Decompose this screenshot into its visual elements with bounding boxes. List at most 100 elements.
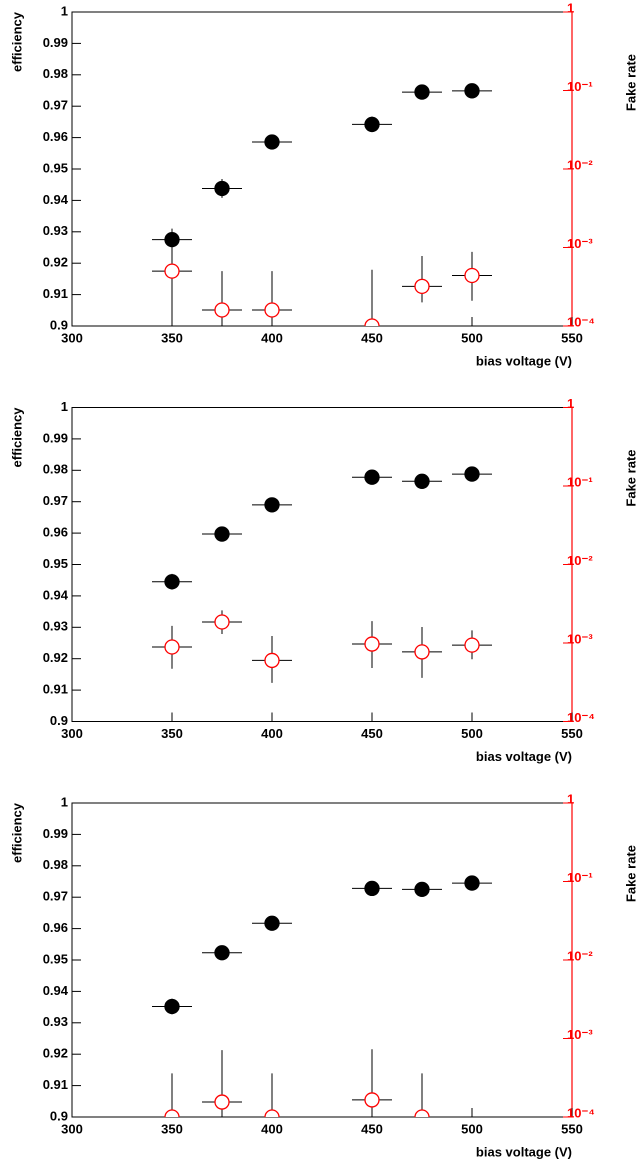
y-tick-label: 0.94 — [43, 983, 69, 998]
x-tick-label: 550 — [561, 330, 583, 345]
y-tick-label: 0.98 — [43, 66, 68, 81]
y2-tick-label: 1 — [567, 396, 574, 411]
y-axis-title: efficiency — [9, 802, 24, 863]
data-point — [264, 652, 280, 669]
data-point — [264, 302, 280, 318]
y-tick-label: 0.91 — [43, 286, 68, 301]
data-point — [214, 614, 230, 630]
y-tick-label: 1 — [61, 3, 68, 18]
x-tick-label: 550 — [561, 726, 583, 741]
data-point — [214, 180, 230, 197]
x-tick-label: 500 — [461, 726, 483, 741]
y2-tick-label: 10⁻¹ — [567, 474, 593, 489]
y-tick-label: 1 — [61, 794, 68, 809]
y2-tick-label: 1 — [567, 0, 574, 15]
y2-tick-label: 10⁻² — [567, 157, 593, 172]
chart-panel: 300 350 400 450 500 550 0.9 0.91 0.92 0.93 0.94 0.9… — [9, 396, 638, 764]
data-point — [264, 134, 280, 150]
x-tick-label: 450 — [361, 1121, 383, 1136]
data-point — [414, 84, 430, 100]
x-tick-label: 500 — [461, 330, 483, 345]
data-point — [364, 1092, 380, 1108]
y-tick-label: 0.93 — [43, 1014, 68, 1029]
y-tick-label: 0.93 — [43, 223, 68, 238]
data-point — [464, 83, 480, 99]
x-tick-label: 300 — [61, 726, 83, 741]
y-tick-label: 0.97 — [43, 493, 68, 508]
y-tick-label: 0.9 — [50, 317, 68, 332]
data-point — [364, 636, 380, 652]
data-layer — [152, 875, 492, 1117]
y2-tick-label: 1 — [567, 791, 574, 806]
y-tick-label: 0.96 — [43, 920, 68, 935]
x-tick-label: 400 — [261, 1121, 283, 1136]
x-tick-label: 300 — [61, 330, 83, 345]
y-axis-title: efficiency — [9, 11, 24, 72]
x-tick-label: 350 — [161, 1121, 183, 1136]
y-tick-label: 0.91 — [43, 682, 68, 697]
data-point — [164, 639, 180, 655]
x-tick-label: 450 — [361, 726, 383, 741]
data-point — [414, 881, 430, 897]
data-layer — [152, 83, 492, 326]
y-tick-label: 1 — [61, 399, 68, 414]
x-tick-label: 350 — [161, 330, 183, 345]
y-tick-label: 0.99 — [43, 35, 68, 50]
y2-tick-label: 10⁻¹ — [567, 79, 593, 94]
y-tick-label: 0.99 — [43, 430, 68, 445]
x-tick-label: 300 — [61, 1121, 83, 1136]
data-point — [214, 526, 230, 542]
data-point — [214, 302, 230, 318]
data-point — [164, 574, 180, 590]
y-tick-label: 0.94 — [43, 192, 69, 207]
data-point — [164, 998, 180, 1015]
y2-tick-label: 10⁻⁴ — [567, 1105, 595, 1120]
y2-tick-label: 10⁻⁴ — [567, 710, 595, 725]
data-point — [264, 1109, 280, 1117]
x-axis-title: bias voltage (V) — [476, 1144, 572, 1159]
y-tick-label: 0.99 — [43, 826, 68, 841]
y-tick-label: 0.92 — [43, 650, 68, 665]
data-point — [214, 945, 230, 961]
y-tick-label: 0.96 — [43, 129, 68, 144]
y-tick-label: 0.95 — [43, 556, 68, 571]
data-point — [364, 116, 380, 133]
data-point — [414, 644, 430, 660]
x-tick-label: 400 — [261, 330, 283, 345]
y2-tick-label: 10⁻¹ — [567, 870, 593, 885]
data-point — [264, 915, 280, 931]
y-tick-label: 0.98 — [43, 857, 68, 872]
y2-tick-label: 10⁻³ — [567, 631, 593, 646]
data-point — [364, 318, 380, 326]
y-tick-label: 0.95 — [43, 160, 68, 175]
y-tick-label: 0.97 — [43, 889, 68, 904]
y-tick-label: 0.92 — [43, 255, 68, 270]
data-point — [264, 497, 280, 513]
plot-frame — [71, 407, 573, 722]
x-tick-label: 550 — [561, 1121, 583, 1136]
y2-tick-label: 10⁻³ — [567, 1027, 593, 1042]
y-tick-label: 0.94 — [43, 587, 69, 602]
y-tick-label: 0.91 — [43, 1077, 68, 1092]
data-point — [464, 637, 480, 653]
data-point — [414, 473, 430, 489]
data-point — [414, 1109, 430, 1117]
y2-axis-title: Fake rate — [623, 54, 638, 111]
data-point — [214, 1094, 230, 1110]
y2-tick-label: 10⁻² — [567, 553, 593, 568]
chart-panel: 300 350 400 450 500 550 0.9 0.91 0.92 0.93 0.94 0.9… — [9, 0, 638, 368]
y2-tick-label: 10⁻² — [567, 948, 593, 963]
y-tick-label: 0.97 — [43, 98, 68, 113]
x-tick-label: 350 — [161, 726, 183, 741]
y-tick-label: 0.98 — [43, 462, 68, 477]
y-tick-label: 0.93 — [43, 619, 68, 634]
plot-frame — [71, 802, 573, 1118]
y2-tick-label: 10⁻⁴ — [567, 314, 595, 329]
data-point — [364, 469, 380, 485]
y-tick-label: 0.9 — [50, 713, 68, 728]
x-tick-label: 400 — [261, 726, 283, 741]
data-point — [464, 466, 480, 482]
plot-frame — [71, 11, 573, 327]
y-tick-label: 0.9 — [50, 1108, 68, 1123]
